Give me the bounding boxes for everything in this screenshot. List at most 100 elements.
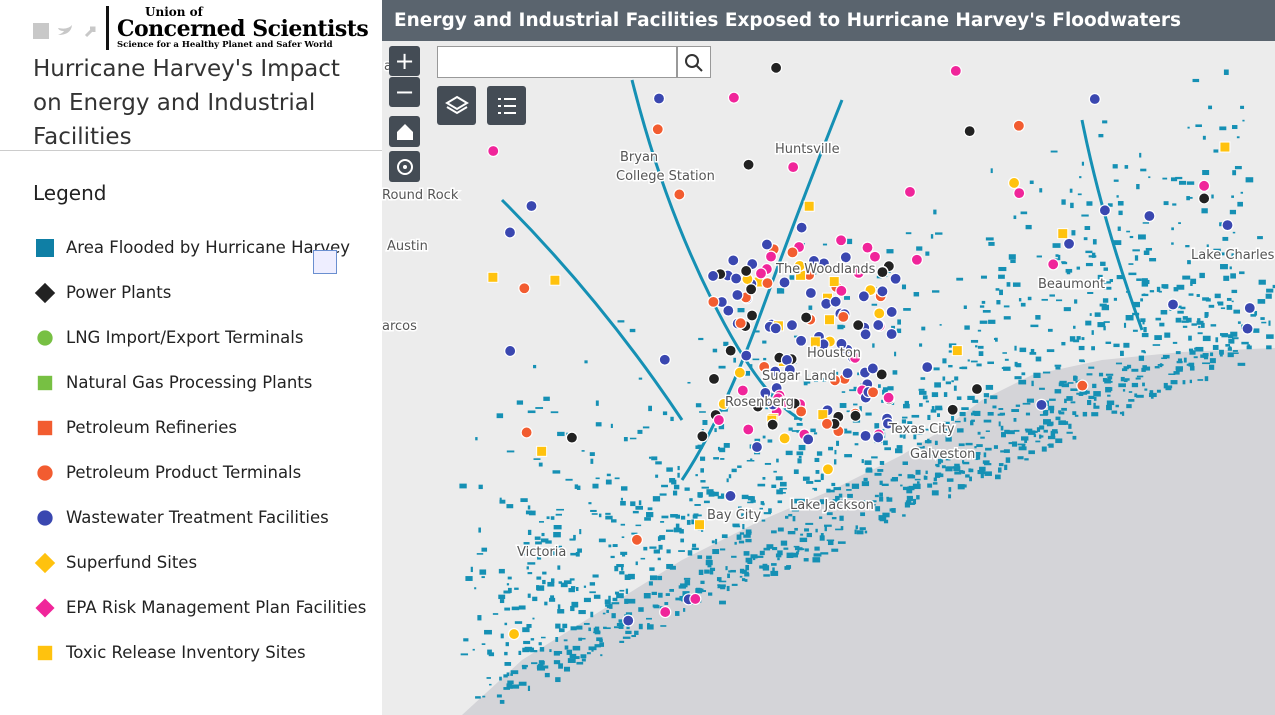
flood-area <box>866 467 872 470</box>
flood-area <box>1034 430 1038 433</box>
flood-area <box>778 492 786 494</box>
zoom-out[interactable]: − <box>389 77 420 107</box>
flood-area <box>569 653 577 659</box>
flood-area <box>679 529 684 534</box>
flood-area <box>814 457 820 463</box>
flood-area <box>861 481 870 487</box>
expand-button[interactable] <box>313 250 337 274</box>
logo[interactable]: Union of Concerned Scientists Science fo… <box>106 6 369 50</box>
flood-area <box>602 612 606 615</box>
flood-area <box>550 516 555 520</box>
flood-area <box>549 649 552 653</box>
facebook-icon[interactable] <box>33 23 49 39</box>
flood-area <box>826 539 835 542</box>
flood-area <box>985 430 990 432</box>
flood-area <box>526 647 535 652</box>
facility-marker <box>824 314 836 326</box>
flood-area <box>1237 201 1243 207</box>
flood-area <box>700 590 707 593</box>
flood-area <box>1144 388 1148 391</box>
flood-area <box>1175 176 1183 180</box>
flood-area <box>1007 430 1015 435</box>
flood-area <box>511 684 520 689</box>
home-button[interactable] <box>389 116 420 147</box>
flood-area <box>731 468 737 473</box>
flood-area <box>1141 367 1146 372</box>
flood-area <box>537 668 546 671</box>
flood-area <box>1064 398 1067 404</box>
flood-area <box>1088 255 1097 258</box>
search-button[interactable] <box>677 46 711 78</box>
flood-area <box>1013 417 1017 422</box>
place-label: College Station <box>616 169 715 184</box>
flood-area <box>1230 331 1238 337</box>
flood-area <box>927 483 933 488</box>
flood-area <box>871 303 878 306</box>
flood-area <box>1195 124 1202 128</box>
flood-area <box>976 363 982 367</box>
flood-area <box>728 474 732 479</box>
flood-area <box>753 330 760 333</box>
flood-area <box>791 509 799 512</box>
legend-label: Power Plants <box>66 283 172 302</box>
flood-area <box>970 360 978 363</box>
flood-area <box>1218 252 1225 256</box>
flood-area <box>1178 222 1181 225</box>
flood-area <box>522 627 530 633</box>
flood-area <box>1186 363 1189 366</box>
flood-area <box>1092 383 1097 389</box>
flood-area <box>828 446 834 451</box>
flood-area <box>655 461 662 465</box>
flood-area <box>579 529 582 535</box>
facility-marker <box>651 123 664 136</box>
flood-area <box>1258 279 1266 285</box>
flood-area <box>976 444 983 448</box>
facility-marker <box>872 431 885 444</box>
flood-area <box>474 587 477 590</box>
flood-area <box>917 481 920 484</box>
flood-area <box>824 524 832 527</box>
flood-area <box>739 568 745 574</box>
flood-area <box>687 381 691 384</box>
flood-area <box>931 290 940 293</box>
flood-area <box>861 459 864 464</box>
flood-area <box>618 624 624 629</box>
flood-area <box>503 674 508 678</box>
flood-area <box>982 460 990 464</box>
facility-marker <box>760 238 774 251</box>
flood-area <box>1019 347 1027 353</box>
flood-area <box>1203 355 1207 358</box>
layers-button[interactable] <box>437 86 476 125</box>
flood-area <box>835 528 843 531</box>
flood-area <box>883 519 889 524</box>
legend-button[interactable] <box>487 86 526 125</box>
link-icon[interactable] <box>84 26 96 38</box>
flood-area <box>637 429 643 434</box>
flood-area <box>999 289 1003 296</box>
flood-area <box>1226 297 1232 301</box>
flood-area <box>687 513 690 517</box>
search-input[interactable] <box>437 46 677 78</box>
zoom-in[interactable]: + <box>389 46 420 76</box>
flood-area <box>1168 373 1176 375</box>
flood-area <box>720 458 725 460</box>
legend-label: Natural Gas Processing Plants <box>66 373 313 392</box>
flood-area <box>657 575 663 581</box>
locate-button[interactable] <box>389 151 420 182</box>
flood-area <box>1198 325 1201 329</box>
flood-area <box>951 380 954 383</box>
flood-area <box>649 567 655 571</box>
flood-area <box>660 521 665 523</box>
flood-area <box>1106 404 1112 411</box>
flood-area <box>923 428 932 431</box>
side-panel: Union of Concerned Scientists Science fo… <box>0 0 382 715</box>
flood-area <box>1149 257 1157 262</box>
twitter-icon[interactable] <box>58 25 72 35</box>
flood-area <box>798 444 806 451</box>
flood-area <box>486 677 491 679</box>
flood-area <box>1079 176 1082 179</box>
legend-heading: Legend <box>33 181 107 205</box>
flood-area <box>583 585 587 588</box>
flood-area <box>1086 373 1093 376</box>
flood-area <box>945 381 952 385</box>
